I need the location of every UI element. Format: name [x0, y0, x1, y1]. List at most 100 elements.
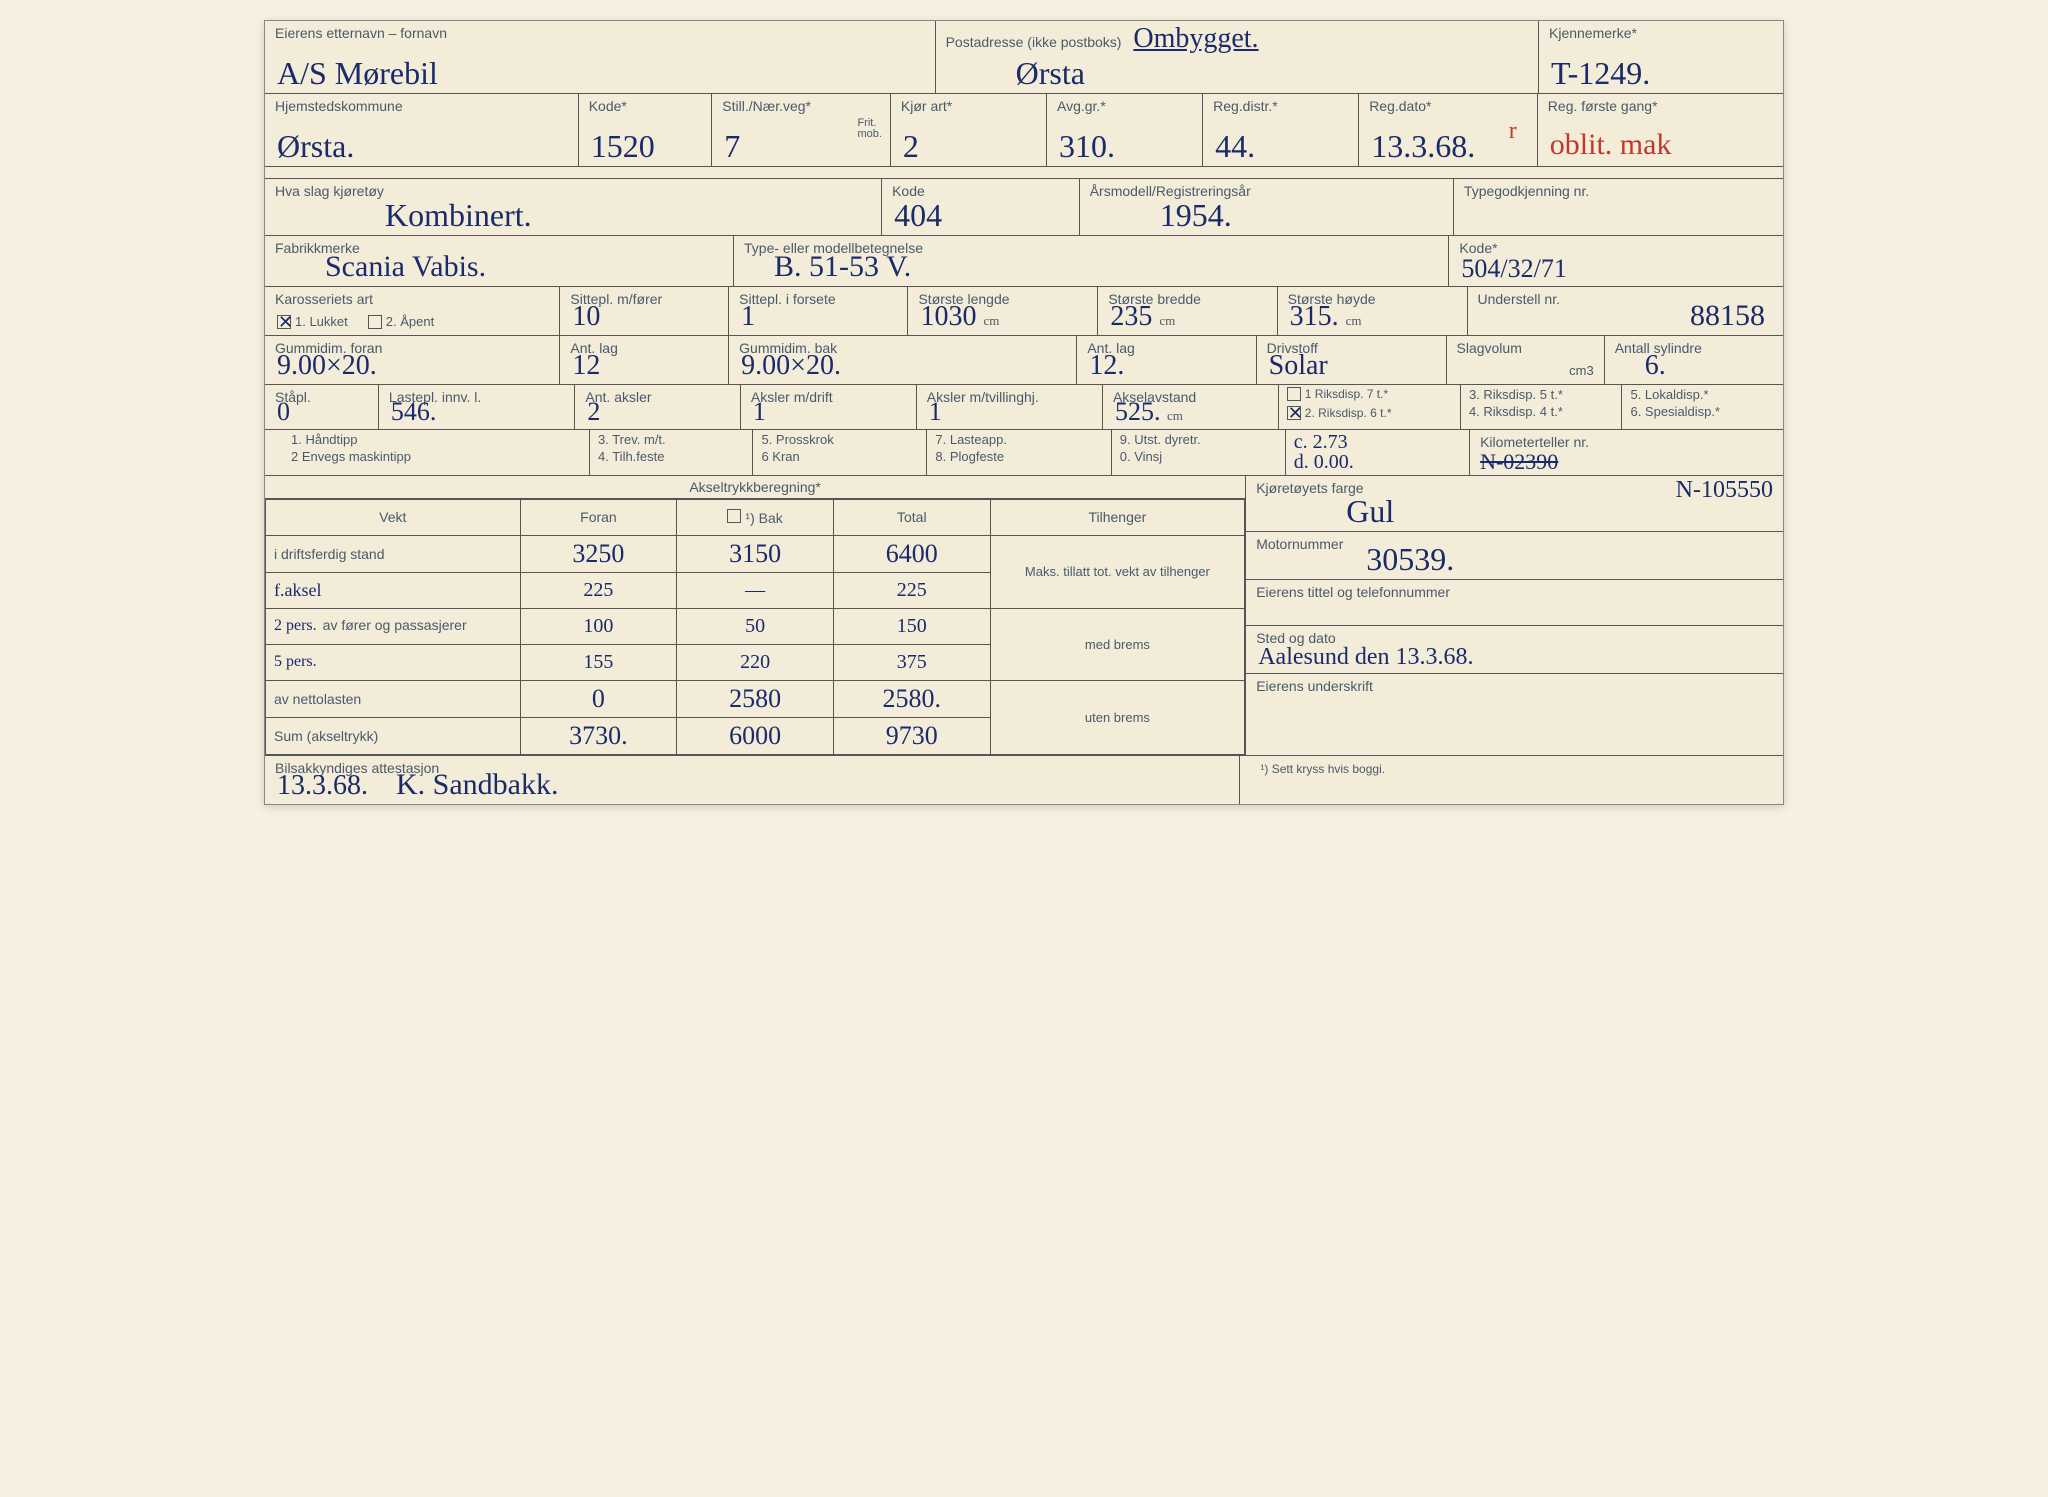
hw-drift-b: 3150	[729, 539, 781, 568]
axle-extra3-b: 220	[677, 644, 834, 680]
row-tyres: Gummidim. foran 9.00×20. Ant. lag 12 Gum…	[265, 336, 1783, 385]
checkbox-lukket[interactable]: 1. Lukket	[277, 314, 348, 329]
axle-sum-label: Sum (akseltrykk)	[266, 717, 521, 754]
th-tilh: Tilhenger	[990, 499, 1245, 535]
label-opt3: 3. Trev. m/t.	[598, 432, 744, 449]
th-foran: Foran	[520, 499, 677, 535]
cell-disp: Slagvolum cm3	[1447, 336, 1605, 384]
label-opt6: 6 Kran	[761, 449, 918, 466]
value-wheelbase-num: 525.	[1115, 397, 1161, 426]
cell-opts-1: 1. Håndtipp 2 Envegs maskintipp	[265, 430, 590, 475]
cell-cyl: Antall sylindre 6.	[1605, 336, 1783, 384]
value-year: 1954.	[1160, 199, 1449, 231]
cell-seats-front: Sittepl. i forsete 1	[729, 287, 908, 335]
value-kode: 1520	[591, 130, 708, 162]
cell-tyre-front: Gummidim. foran 9.00×20.	[265, 336, 560, 384]
label-riks61: 2. Riksdisp. 6 t.*	[1305, 406, 1392, 420]
axle-drift-label: i driftsferdig stand	[266, 535, 521, 572]
label-regfirst: Reg. første gang*	[1548, 98, 1773, 115]
unit-cm-2: cm	[1159, 313, 1175, 328]
axle-extra3-f: 155	[520, 644, 677, 680]
row-owner: Eierens etternavn – fornavn A/S Mørebil …	[265, 21, 1783, 94]
axle-drift-b: 3150	[677, 535, 834, 572]
value-tyre-front: 9.00×20.	[277, 352, 555, 380]
axle-panel: Akseltrykkberegning* Vekt Foran ¹) Bak T…	[265, 476, 1246, 755]
value-postal: Ørsta	[1016, 57, 1534, 89]
cell-axles-drive: Aksler m/drift 1	[741, 385, 917, 429]
axle-drift-f: 3250	[520, 535, 677, 572]
value-km-old: N-02390	[1480, 451, 1773, 473]
hw-pass-b: 50	[745, 615, 765, 637]
cell-kjorart: Kjør art* 2	[891, 94, 1047, 166]
cell-cargo-len: Lastepl. innv. l. 546.	[379, 385, 576, 429]
cell-vtype: Hva slag kjøretøy Kombinert.	[265, 179, 882, 235]
value-width: 235 cm	[1110, 303, 1272, 331]
value-seats-front: 1	[741, 303, 903, 331]
hw-extra3-f: 155	[583, 651, 613, 673]
cell-color: Kjøretøyets farge N-105550 Gul	[1246, 476, 1783, 532]
value-axles-twin: 1	[929, 399, 1098, 425]
value-avggr: 310.	[1059, 130, 1198, 162]
axle-row-drift: i driftsferdig stand 3250 3150 6400 Maks…	[266, 535, 1245, 572]
value-chassis: 88158	[1690, 301, 1765, 331]
row-body: Karosseriets art 1. Lukket 2. Åpent Sitt…	[265, 287, 1783, 336]
label-owner: Eierens etternavn – fornavn	[275, 25, 925, 42]
checkbox-boggi[interactable]	[727, 509, 741, 523]
value-attest: 13.3.68. K. Sandbakk.	[277, 770, 1235, 800]
row-options: 1. Håndtipp 2 Envegs maskintipp 3. Trev.…	[265, 430, 1783, 476]
value-make: Scania Vabis.	[325, 252, 729, 282]
cell-kode: Kode* 1520	[579, 94, 713, 166]
value-opt9: c. 2.73	[1294, 432, 1461, 452]
hw-drift-f: 3250	[572, 539, 624, 568]
label-still: Still./Nær.veg*	[722, 98, 880, 115]
label-body: Karosseriets art	[275, 291, 549, 308]
th-bak-text: ¹) Bak	[745, 510, 782, 526]
label-riks4: 4. Riksdisp. 4 t.*	[1469, 404, 1614, 421]
hw-extra1-label: f.aksel	[274, 580, 321, 600]
cell-fuel: Drivstoff Solar	[1257, 336, 1447, 384]
axle-pass-f: 100	[520, 608, 677, 644]
th-bak: ¹) Bak	[677, 499, 834, 535]
hw-extra1-f: 225	[583, 579, 613, 601]
axle-row-netto: av nettolasten 0 2580 2580. uten brems	[266, 680, 1245, 717]
checkbox-apent[interactable]: 2. Åpent	[368, 314, 434, 329]
cell-owner: Eierens etternavn – fornavn A/S Mørebil	[265, 21, 936, 93]
value-height: 315. cm	[1290, 303, 1463, 331]
cell-wheelbase: Akselavstand 525. cm	[1103, 385, 1279, 429]
label-riks71: 1 Riksdisp. 7 t.*	[1305, 387, 1388, 401]
label-typegod: Typegodkjenning nr.	[1464, 183, 1773, 200]
value-layers: 12	[572, 352, 724, 380]
axle-netto-label: av nettolasten	[266, 680, 521, 717]
cell-regfirst: Reg. første gang* oblit. mak	[1538, 94, 1783, 166]
hw-extra2-label: 2 pers.	[274, 617, 317, 634]
cell-chassis: Understell nr. 88158	[1468, 287, 1784, 335]
label-body-opt1: 1. Lukket	[295, 314, 348, 329]
cell-axles-twin: Aksler m/tvillinghj. 1	[917, 385, 1103, 429]
label-spesial: 6. Spesialdisp.*	[1630, 404, 1775, 421]
hw-netto-b: 2580	[729, 684, 781, 713]
cell-body: Karosseriets art 1. Lukket 2. Åpent	[265, 287, 560, 335]
value-fuel: Solar	[1269, 352, 1442, 380]
checkbox-riks71[interactable]: 1 Riksdisp. 7 t.*	[1287, 387, 1388, 401]
hw-extra1-t: 225	[897, 579, 927, 601]
axle-extra1-f: 225	[520, 572, 677, 608]
label-avggr: Avg.gr.*	[1057, 98, 1192, 115]
cell-plate: Kjennemerke* T-1249.	[1539, 21, 1783, 93]
th-total: Total	[833, 499, 990, 535]
axle-pass-t: 150	[833, 608, 990, 644]
checkbox-riks61[interactable]: 2. Riksdisp. 6 t.*	[1287, 406, 1392, 420]
label-disp: Slagvolum	[1457, 340, 1594, 357]
axle-drift-t: 6400	[833, 535, 990, 572]
hw-drift-t: 6400	[886, 539, 938, 568]
unit-cm3: cm3	[1569, 363, 1594, 378]
label-home: Hjemstedskommune	[275, 98, 568, 115]
cell-home: Hjemstedskommune Ørsta.	[265, 94, 579, 166]
value-layers2: 12.	[1089, 352, 1251, 380]
hw-extra3-t: 375	[897, 651, 927, 673]
axle-pass-b: 50	[677, 608, 834, 644]
value-opt0: d. 0.00.	[1294, 452, 1461, 472]
cell-regdistr: Reg.distr.* 44.	[1203, 94, 1359, 166]
checkbox-riks71-box	[1287, 387, 1301, 401]
axle-tilh-uten: uten brems	[990, 680, 1245, 754]
cell-layers: Ant. lag 12	[560, 336, 729, 384]
